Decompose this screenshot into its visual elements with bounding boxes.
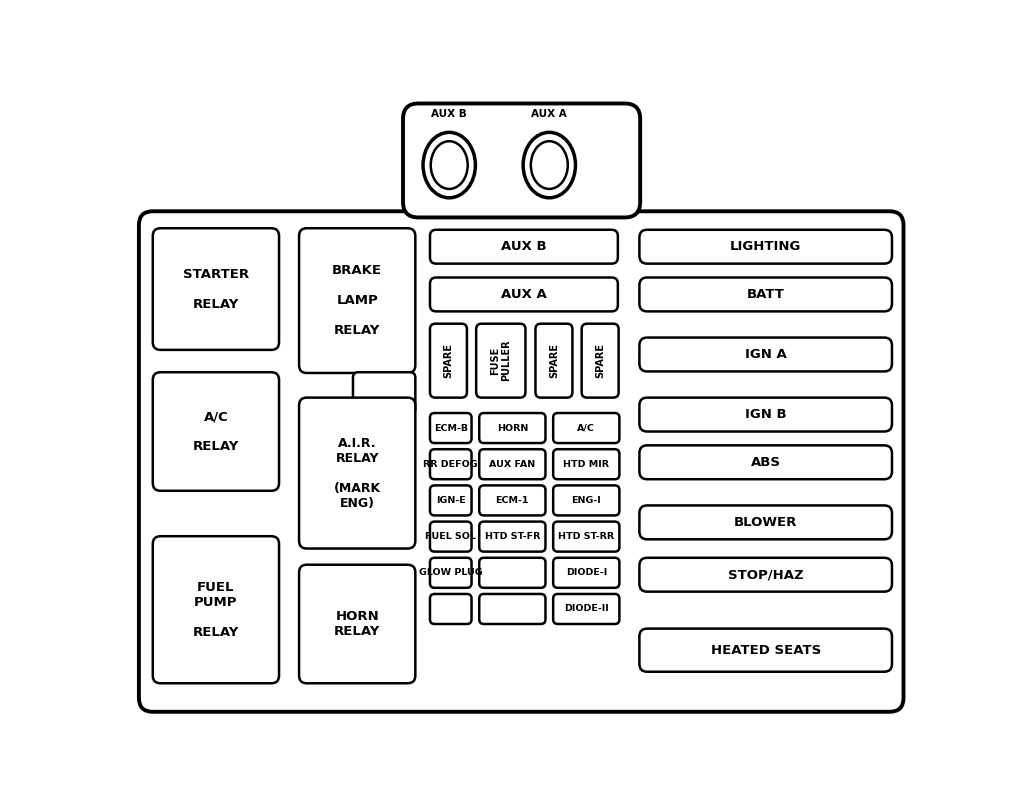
FancyBboxPatch shape xyxy=(553,486,619,516)
Text: A.I.R.
RELAY

(MARK
ENG): A.I.R. RELAY (MARK ENG) xyxy=(334,436,380,509)
Text: FUSE
PULLER: FUSE PULLER xyxy=(490,340,512,381)
FancyBboxPatch shape xyxy=(553,449,619,479)
Text: IGN B: IGN B xyxy=(744,408,786,421)
FancyBboxPatch shape xyxy=(430,277,618,311)
FancyBboxPatch shape xyxy=(476,324,526,397)
Text: GLOW PLUG: GLOW PLUG xyxy=(419,569,483,577)
FancyBboxPatch shape xyxy=(430,521,472,551)
FancyBboxPatch shape xyxy=(430,449,472,479)
Text: SPARE: SPARE xyxy=(595,343,605,378)
Text: BRAKE

LAMP

RELAY: BRAKE LAMP RELAY xyxy=(333,264,382,337)
Text: AUX A: AUX A xyxy=(532,109,567,119)
FancyBboxPatch shape xyxy=(430,413,472,443)
FancyBboxPatch shape xyxy=(403,104,640,217)
FancyBboxPatch shape xyxy=(640,558,892,592)
FancyBboxPatch shape xyxy=(353,372,415,414)
FancyBboxPatch shape xyxy=(430,594,472,624)
Ellipse shape xyxy=(423,132,475,198)
Text: LIGHTING: LIGHTING xyxy=(730,240,801,253)
Text: HORN
RELAY: HORN RELAY xyxy=(334,610,380,638)
Text: ECM-B: ECM-B xyxy=(434,423,468,432)
Ellipse shape xyxy=(431,141,468,189)
Text: HTD ST-RR: HTD ST-RR xyxy=(558,532,614,541)
Text: AUX B: AUX B xyxy=(501,240,547,253)
Text: IGN A: IGN A xyxy=(744,348,786,361)
FancyBboxPatch shape xyxy=(582,324,618,397)
Text: DIODE-I: DIODE-I xyxy=(565,569,607,577)
FancyBboxPatch shape xyxy=(430,324,467,397)
FancyBboxPatch shape xyxy=(553,594,619,624)
Text: ENG-I: ENG-I xyxy=(572,496,601,505)
Ellipse shape xyxy=(523,132,576,198)
FancyBboxPatch shape xyxy=(153,536,279,684)
FancyBboxPatch shape xyxy=(479,521,545,551)
FancyBboxPatch shape xyxy=(640,629,892,672)
Text: DIODE-II: DIODE-II xyxy=(563,604,608,613)
FancyBboxPatch shape xyxy=(430,486,472,516)
FancyBboxPatch shape xyxy=(640,505,892,539)
FancyBboxPatch shape xyxy=(553,413,619,443)
Text: A/C

RELAY: A/C RELAY xyxy=(192,410,239,453)
FancyBboxPatch shape xyxy=(299,397,415,548)
FancyBboxPatch shape xyxy=(553,558,619,588)
Text: A/C: A/C xyxy=(578,423,595,432)
Ellipse shape xyxy=(531,141,567,189)
FancyBboxPatch shape xyxy=(479,413,545,443)
Text: AUX FAN: AUX FAN xyxy=(489,460,536,469)
FancyBboxPatch shape xyxy=(299,228,415,373)
Text: HEATED SEATS: HEATED SEATS xyxy=(711,644,821,657)
FancyBboxPatch shape xyxy=(536,324,573,397)
Text: HTD ST-FR: HTD ST-FR xyxy=(485,532,540,541)
Text: AUX B: AUX B xyxy=(431,109,467,119)
Text: FUEL SOL: FUEL SOL xyxy=(425,532,476,541)
FancyBboxPatch shape xyxy=(430,230,618,264)
FancyBboxPatch shape xyxy=(430,558,472,588)
Text: STOP/HAZ: STOP/HAZ xyxy=(728,569,803,581)
FancyBboxPatch shape xyxy=(479,558,545,588)
Text: HORN: HORN xyxy=(496,423,528,432)
Text: RR DEFOG: RR DEFOG xyxy=(423,460,478,469)
FancyBboxPatch shape xyxy=(640,230,892,264)
Text: FUEL
PUMP

RELAY: FUEL PUMP RELAY xyxy=(192,581,239,639)
FancyBboxPatch shape xyxy=(479,594,545,624)
Text: BLOWER: BLOWER xyxy=(734,516,797,529)
Text: BATT: BATT xyxy=(746,288,785,301)
Text: ABS: ABS xyxy=(751,456,781,469)
FancyBboxPatch shape xyxy=(553,521,619,551)
FancyBboxPatch shape xyxy=(640,445,892,479)
Text: IGN-E: IGN-E xyxy=(436,496,466,505)
Text: AUX A: AUX A xyxy=(501,288,547,301)
FancyBboxPatch shape xyxy=(299,564,415,684)
Text: SPARE: SPARE xyxy=(443,343,454,378)
FancyBboxPatch shape xyxy=(479,486,545,516)
FancyBboxPatch shape xyxy=(479,449,545,479)
Text: HTD MIR: HTD MIR xyxy=(563,460,609,469)
FancyBboxPatch shape xyxy=(153,228,279,350)
Text: STARTER

RELAY: STARTER RELAY xyxy=(183,268,249,311)
FancyBboxPatch shape xyxy=(153,372,279,491)
Text: SPARE: SPARE xyxy=(549,343,559,378)
FancyBboxPatch shape xyxy=(139,212,903,712)
FancyBboxPatch shape xyxy=(640,337,892,371)
FancyBboxPatch shape xyxy=(640,397,892,431)
FancyBboxPatch shape xyxy=(640,277,892,311)
Text: ECM-1: ECM-1 xyxy=(495,496,529,505)
